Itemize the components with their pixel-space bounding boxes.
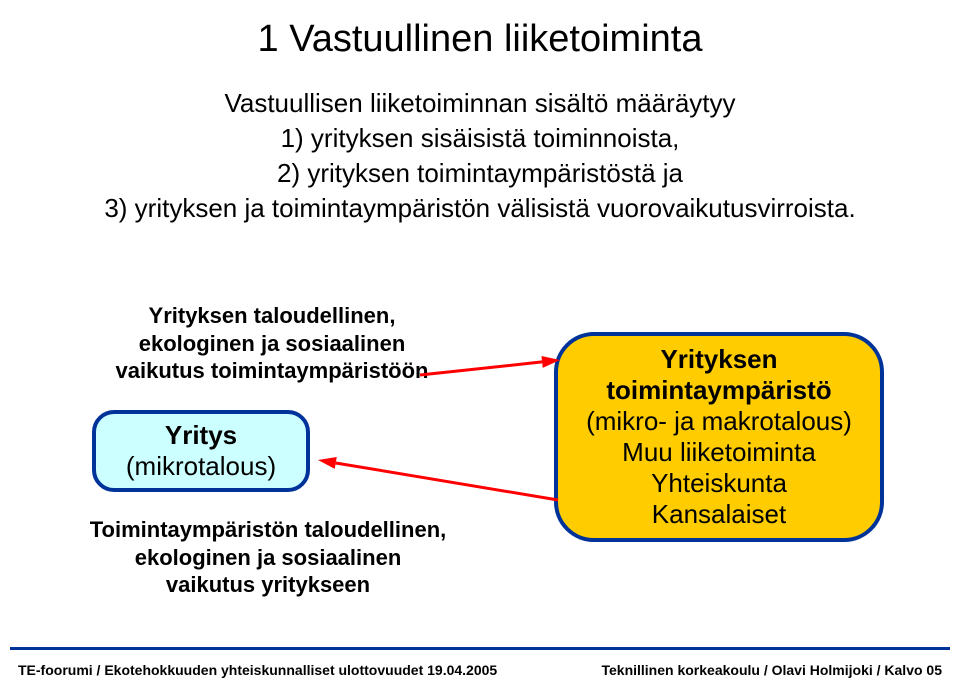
arrow-bottom bbox=[318, 457, 558, 500]
footer-rule bbox=[10, 647, 950, 650]
page: 1 Vastuullinen liiketoiminta Vastuullise… bbox=[0, 0, 960, 694]
footer: TE-foorumi / Ekotehokkuuden yhteiskunnal… bbox=[0, 662, 960, 678]
arrows-layer bbox=[0, 0, 960, 694]
arrow-top bbox=[420, 356, 560, 375]
footer-right: Teknillinen korkeakoulu / Olavi Holmijok… bbox=[601, 662, 942, 678]
footer-left: TE-foorumi / Ekotehokkuuden yhteiskunnal… bbox=[18, 662, 497, 678]
